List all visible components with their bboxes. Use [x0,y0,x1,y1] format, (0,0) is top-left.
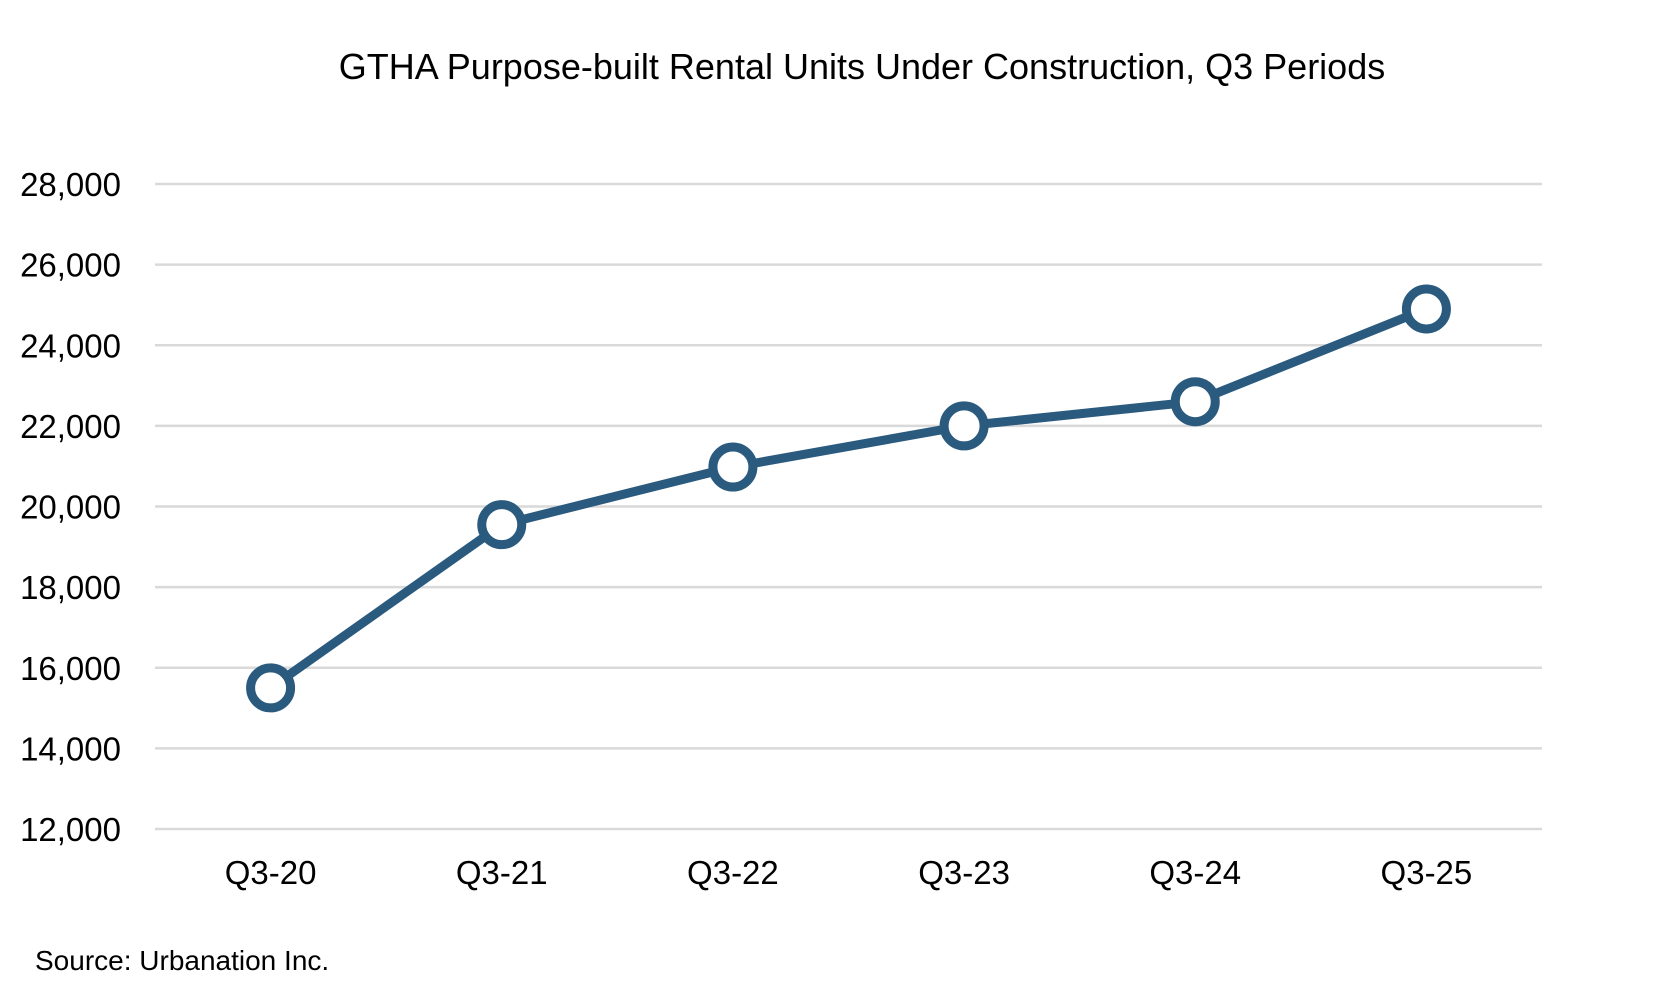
gridlines [155,182,1542,831]
x-tick-label: Q3-22 [687,854,779,891]
series-group [246,284,1451,713]
source-note: Source: Urbanation Inc. [35,945,329,976]
y-tick-label: 12,000 [20,811,121,848]
x-tick-label: Q3-24 [1149,854,1241,891]
data-point-marker [1401,284,1451,334]
data-point-marker [708,442,758,492]
x-tick-label: Q3-25 [1381,854,1473,891]
y-tick-label: 24,000 [20,327,121,364]
y-tick-label: 14,000 [20,730,121,767]
x-tick-label: Q3-23 [918,854,1010,891]
y-tick-label: 28,000 [20,166,121,203]
y-tick-label: 16,000 [20,650,121,687]
chart-title: GTHA Purpose-built Rental Units Under Co… [339,46,1385,87]
data-point-marker [477,500,527,550]
data-point-marker [939,401,989,451]
data-point-marker [246,663,296,713]
y-tick-label: 18,000 [20,569,121,606]
series-line [266,304,1431,693]
y-tick-label: 26,000 [20,247,121,284]
y-tick-label: 20,000 [20,489,121,526]
y-axis-tick-labels: 12,000 14,000 16,000 18,000 20,000 22,000 24,0… [20,166,121,848]
x-tick-label: Q3-20 [225,854,317,891]
data-point-marker [1170,377,1220,427]
x-axis-tick-labels: Q3-20 Q3-21 Q3-22 Q3-23 Q3-24 Q3-25 [225,854,1473,891]
y-tick-label: 22,000 [20,408,121,445]
x-tick-label: Q3-21 [456,854,548,891]
